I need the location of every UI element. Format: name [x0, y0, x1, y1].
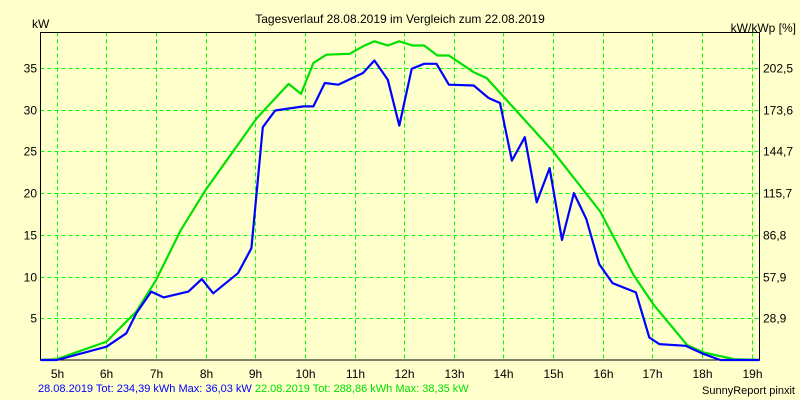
y-tick-label-right: 86,8 [763, 229, 787, 243]
y-tick-label-left: 30 [24, 104, 38, 118]
y-tick-label-right: 57,9 [763, 271, 787, 285]
x-tick-label: 14h [493, 367, 513, 381]
x-tick-label: 10h [295, 367, 315, 381]
tick-labels: 5h 6h 7h 8h 9h 10h 11h 12h 13h 14h 15h 16h 17h 18h 19h… [24, 62, 794, 382]
x-tick-label: 12h [394, 367, 414, 381]
x-tick-label: 15h [543, 367, 563, 381]
y-tick-label-left: 10 [24, 271, 38, 285]
x-tick-label: 5h [51, 367, 64, 381]
x-tick-label: 6h [100, 367, 113, 381]
x-tick-label: 17h [642, 367, 662, 381]
y-tick-label-right: 115,7 [763, 187, 792, 201]
x-tick-label: 11h [346, 367, 365, 381]
series-lines [40, 40, 760, 362]
x-tick-label: 7h [150, 367, 163, 381]
grid [40, 32, 760, 360]
y-tick-label-left: 15 [24, 229, 38, 243]
y-tick-label-left: 5 [30, 312, 37, 326]
legend-series-1: 28.08.2019 Tot: 234,39 kWh Max: 36,03 kW [38, 383, 252, 395]
legend: 28.08.2019 Tot: 234,39 kWh Max: 36,03 kW… [38, 383, 469, 395]
credit-text: SunnyReport pinxit [702, 385, 795, 397]
y-tick-label-right: 202,5 [763, 62, 793, 76]
y-axis-label-left: kW [32, 17, 50, 31]
x-tick-label: 19h [742, 367, 762, 381]
x-tick-label: 8h [200, 367, 213, 381]
y-tick-label-left: 35 [24, 62, 38, 76]
y-tick-label-right: 144,7 [763, 145, 793, 159]
series-line-22-08-2019 [40, 40, 760, 362]
y-tick-label-right: 28,9 [763, 312, 787, 326]
chart-title: Tagesverlauf 28.08.2019 im Vergleich zum… [255, 12, 545, 26]
series-line-28-08-2019 [40, 59, 760, 362]
y-tick-label-right: 173,6 [763, 104, 793, 118]
plot-frame [40, 32, 760, 361]
x-tick-label: 16h [593, 367, 613, 381]
y-tick-label-left: 25 [24, 145, 38, 159]
y-axis-label-right: kW/kWp [%] [731, 21, 796, 35]
x-tick-label: 9h [249, 367, 262, 381]
x-tick-label: 13h [444, 367, 464, 381]
y-tick-label-left: 20 [24, 187, 38, 201]
x-tick-label: 18h [692, 367, 712, 381]
legend-series-2: 22.08.2019 Tot: 288,86 kWh Max: 38,35 kW [255, 383, 469, 395]
